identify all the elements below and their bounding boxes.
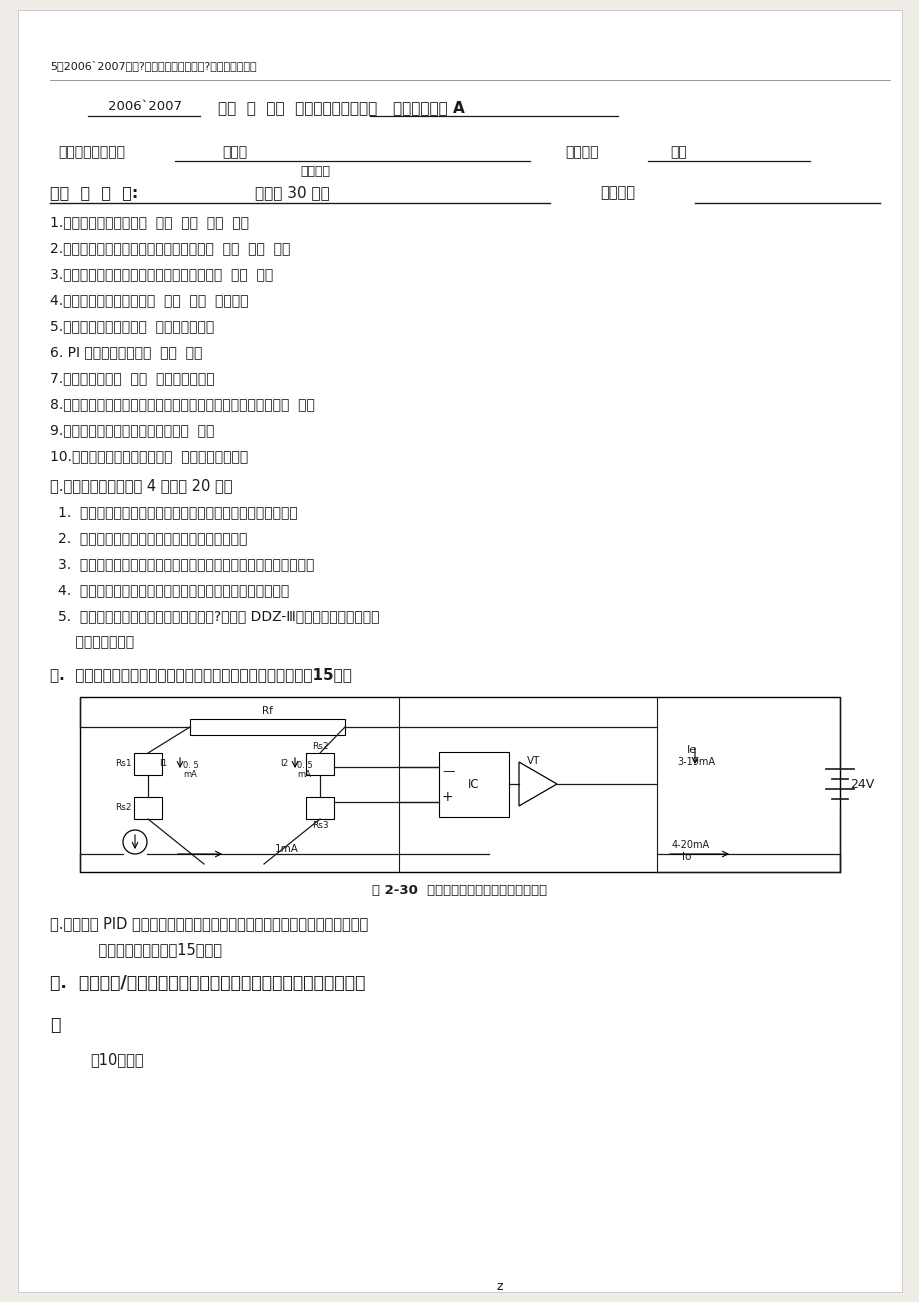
- Bar: [134, 753, 162, 775]
- Text: 一适  用  专  业:: 一适 用 专 业:: [50, 185, 138, 201]
- Text: mA: mA: [183, 769, 197, 779]
- Text: 学年  二  学期  自动控制仪表及装置   课程考试试题 A: 学年 二 学期 自动控制仪表及装置 课程考试试题 A: [218, 100, 464, 115]
- Text: 7.气动执行器由（  ）（  ）两局部组成；: 7.气动执行器由（ ）（ ）两局部组成；: [50, 371, 214, 385]
- Text: 电路工作原理。: 电路工作原理。: [58, 635, 134, 648]
- Text: 3.  画出电动执行器中伺服放大器的原理框图，并表达其工作原理。: 3. 画出电动执行器中伺服放大器的原理框图，并表达其工作原理。: [58, 557, 314, 572]
- Text: 拟题学院（系）：: 拟题学院（系）：: [58, 145, 125, 159]
- Text: Rf: Rf: [262, 706, 273, 716]
- Text: +: +: [441, 790, 453, 805]
- Text: 彦军: 彦军: [669, 145, 686, 159]
- Bar: [190, 719, 345, 736]
- Text: 3.变送器与控制室仪表间的信号连接方式有（  ）（  ）；: 3.变送器与控制室仪表间的信号连接方式有（ ）（ ）；: [50, 267, 273, 281]
- Text: Rs2: Rs2: [116, 803, 131, 812]
- Text: 分，共 30 分）: 分，共 30 分）: [255, 185, 329, 201]
- Text: 5.  解释开方器为何要设小信号切除电路?并说明 DDZ-Ⅲ型开方器的小信号切除: 5. 解释开方器为何要设小信号切除电路?并说明 DDZ-Ⅲ型开方器的小信号切除: [58, 609, 380, 622]
- Text: IC: IC: [468, 777, 480, 790]
- Text: 测控专业: 测控专业: [300, 165, 330, 178]
- Bar: [438, 753, 508, 816]
- Text: 0. 5: 0. 5: [183, 760, 199, 769]
- Text: 6. PI 调节器的特点是（  ）（  ）；: 6. PI 调节器的特点是（ ）（ ）；: [50, 345, 202, 359]
- Text: 拟题人：: 拟题人：: [564, 145, 598, 159]
- Text: I1: I1: [160, 759, 168, 768]
- Text: Ie: Ie: [686, 745, 697, 755]
- Text: 特点及应用场合。（15分）。: 特点及应用场合。（15分）。: [80, 943, 221, 957]
- Text: 2.工程上常用的控制仪表信号传输方式有（  ）（  ）（  ）；: 2.工程上常用的控制仪表信号传输方式有（ ）（ ）（ ）；: [50, 241, 290, 255]
- Text: I2: I2: [279, 759, 288, 768]
- Bar: [80, 697, 839, 872]
- Text: 4-20mA: 4-20mA: [671, 840, 709, 850]
- Text: 1.调节阀的理想特性有（  ）（  ）（  ）（  ）；: 1.调节阀的理想特性有（ ）（ ）（ ）（ ）；: [50, 215, 249, 229]
- Text: 合: 合: [50, 1016, 61, 1034]
- Bar: [134, 797, 162, 819]
- Text: mA: mA: [297, 769, 311, 779]
- Text: 9.常温下利用热电偶测温必须考虑（  ）；: 9.常温下利用热电偶测温必须考虑（ ）；: [50, 423, 214, 437]
- Text: —: —: [441, 766, 454, 779]
- Text: 2.  试述电容式差压变送器测量局部的工作原理。: 2. 试述电容式差压变送器测量局部的工作原理。: [58, 531, 247, 546]
- Text: 1.  画出光电隔离式平安栅的原理电路图，并说明其工作原理。: 1. 画出光电隔离式平安栅的原理电路图，并说明其工作原理。: [58, 505, 298, 519]
- Text: Rs2: Rs2: [312, 742, 328, 751]
- Bar: [306, 797, 334, 819]
- Text: Rs3: Rs3: [312, 822, 328, 829]
- Text: z: z: [496, 1280, 503, 1293]
- Text: 3-19mA: 3-19mA: [676, 756, 714, 767]
- Text: 4.电气设备的防爆等级为（  ）（  ）（  ）三种；: 4.电气设备的防爆等级为（ ）（ ）（ ）三种；: [50, 293, 248, 307]
- Text: 五.  如图为电/气转换器的原理构造图，试述其工作原理及其应用场: 五. 如图为电/气转换器的原理构造图，试述其工作原理及其应用场: [50, 974, 365, 992]
- Text: 校对人：: 校对人：: [599, 185, 634, 201]
- Text: 8.在变送器构成上深度负反应是为保证输入输出之间具有很好（  ）；: 8.在变送器构成上深度负反应是为保证输入输出之间具有很好（ ）；: [50, 397, 314, 411]
- Text: Io: Io: [681, 852, 690, 862]
- Text: 10.电容式差压变送器是利用（  ）作为检测元件；: 10.电容式差压变送器是利用（ ）作为检测元件；: [50, 449, 248, 464]
- Text: 自动化: 自动化: [222, 145, 247, 159]
- Text: 1mA: 1mA: [275, 844, 299, 854]
- Text: 2006`2007: 2006`2007: [108, 100, 182, 113]
- Text: 0. 5: 0. 5: [297, 760, 312, 769]
- Text: 4.  试述变送器中调量程、零点以及零点迁移的意义和方法。: 4. 试述变送器中调量程、零点以及零点迁移的意义和方法。: [58, 583, 289, 598]
- Text: Rs1: Rs1: [115, 759, 131, 768]
- Text: 四.写出理想 PID 调节器的时域运算规律表达式，划出其阶跃响应曲线并说明其: 四.写出理想 PID 调节器的时域运算规律表达式，划出其阶跃响应曲线并说明其: [50, 917, 368, 931]
- Text: （10分）。: （10分）。: [90, 1052, 143, 1068]
- Text: 图 2-30  扩散硜式差压变送器电路原理简图: 图 2-30 扩散硜式差压变送器电路原理简图: [372, 884, 547, 897]
- Text: 24V: 24V: [849, 777, 873, 790]
- Text: 5、2006`2007年度?自动控制仪表与装置?考试试题与答案: 5、2006`2007年度?自动控制仪表与装置?考试试题与答案: [50, 60, 256, 72]
- Bar: [306, 753, 334, 775]
- Text: 5.齐纳式平安栅是基于（  ）性能工作的；: 5.齐纳式平安栅是基于（ ）性能工作的；: [50, 319, 214, 333]
- Text: VT: VT: [527, 756, 540, 766]
- Text: 三.  扩散硜式差压变送器的电器原理如下图，试述其工作原理（15）。: 三. 扩散硜式差压变送器的电器原理如下图，试述其工作原理（15）。: [50, 667, 351, 682]
- Text: 二.解答以下各题（每题 4 分，共 20 分）: 二.解答以下各题（每题 4 分，共 20 分）: [50, 478, 233, 493]
